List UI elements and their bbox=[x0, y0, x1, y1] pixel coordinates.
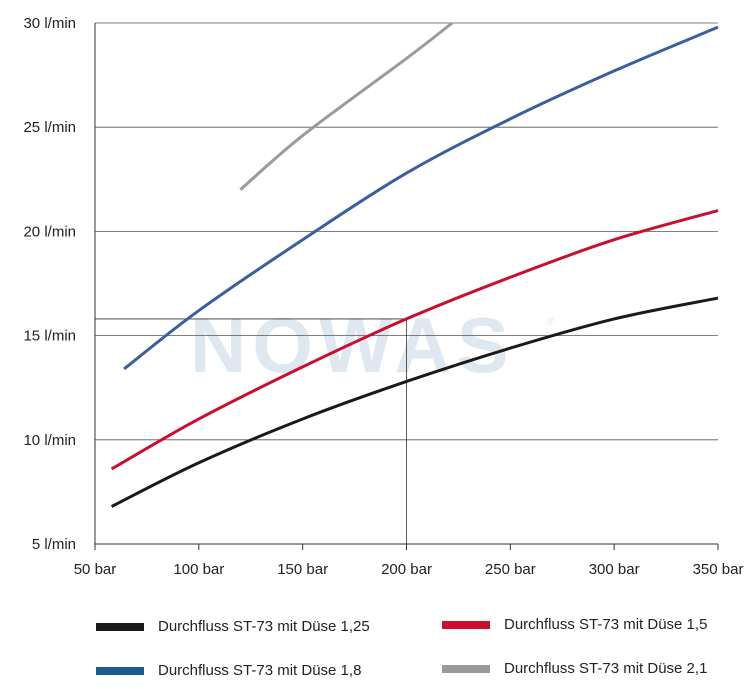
legend-swatch bbox=[96, 666, 144, 675]
legend-swatch bbox=[442, 664, 490, 673]
watermark-registered-mark: ® bbox=[546, 315, 555, 329]
watermark-logo: NOWAS ® bbox=[190, 301, 555, 389]
x-tick-label: 150 bar bbox=[277, 561, 328, 578]
series-line-3 bbox=[239, 21, 454, 191]
legend-item-duese-1-8: Durchfluss ST-73 mit Düse 1,8 bbox=[96, 662, 361, 679]
legend-label: Durchfluss ST-73 mit Düse 2,1 bbox=[504, 660, 708, 677]
legend-label: Durchfluss ST-73 mit Düse 1,5 bbox=[504, 616, 708, 633]
y-tick-label: 15 l/min bbox=[23, 328, 76, 345]
x-tick-label: 300 bar bbox=[589, 561, 640, 578]
legend: Durchfluss ST-73 mit Düse 1,25 Durchflus… bbox=[0, 600, 750, 688]
x-tick-label: 250 bar bbox=[485, 561, 536, 578]
legend-label: Durchfluss ST-73 mit Düse 1,8 bbox=[158, 662, 362, 679]
y-tick-label: 30 l/min bbox=[23, 15, 76, 32]
x-tick-labels: 50 bar 100 bar 150 bar 200 bar 250 bar 300 ba… bbox=[74, 561, 744, 578]
series-line-2 bbox=[123, 25, 719, 371]
series-line-0 bbox=[110, 296, 719, 508]
legend-item-duese-1-5: Durchfluss ST-73 mit Düse 1,5 bbox=[442, 616, 707, 633]
legend-item-duese-1-25: Durchfluss ST-73 mit Düse 1,25 bbox=[96, 618, 370, 635]
series-lines bbox=[110, 21, 719, 508]
series-line-1 bbox=[110, 209, 719, 471]
legend-label: Durchfluss ST-73 mit Düse 1,25 bbox=[158, 618, 370, 635]
y-tick-label: 5 l/min bbox=[32, 536, 76, 553]
grid-lines bbox=[95, 22, 718, 441]
y-tick-labels: 5 l/min 10 l/min 15 l/min 20 l/min 25 l/min 3… bbox=[23, 15, 76, 553]
x-tick-label: 200 bar bbox=[381, 561, 432, 578]
x-tick-label: 50 bar bbox=[74, 561, 117, 578]
flow-chart: NOWAS ® 50 bar 100 bar 150 bar 200 bar 250 b… bbox=[23, 15, 744, 578]
y-tick-label: 20 l/min bbox=[23, 223, 76, 240]
y-tick-label: 25 l/min bbox=[23, 119, 76, 136]
y-tick-label: 10 l/min bbox=[23, 432, 76, 449]
legend-swatch bbox=[96, 622, 144, 631]
legend-item-duese-2-1: Durchfluss ST-73 mit Düse 2,1 bbox=[442, 660, 707, 677]
legend-swatch bbox=[442, 620, 490, 629]
x-tick-label: 100 bar bbox=[173, 561, 224, 578]
x-tick-label: 350 bar bbox=[693, 561, 744, 578]
reference-lines bbox=[95, 318, 407, 544]
watermark-text: NOWAS bbox=[190, 301, 515, 389]
